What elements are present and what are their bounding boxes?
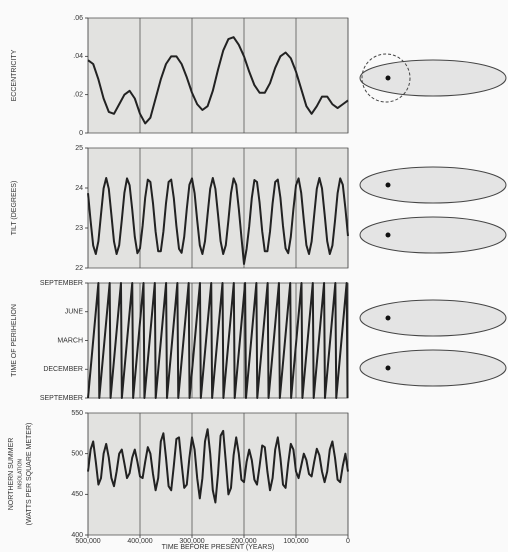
y-tick-label: .04 <box>73 53 83 60</box>
orbit <box>359 166 507 204</box>
y-tick-label: .06 <box>73 15 83 22</box>
orbit <box>359 349 507 387</box>
sun <box>385 232 391 238</box>
y-axis-label: ECCENTRICITY <box>11 49 18 101</box>
y-tick-label: 22 <box>75 265 83 272</box>
y-tick-label: 24 <box>75 185 83 192</box>
y-tick-label: 25 <box>75 145 83 152</box>
orbit-circle <box>361 53 411 103</box>
y-tick-label: 550 <box>71 410 83 417</box>
data-line <box>87 428 349 504</box>
y-tick-label: 400 <box>71 532 83 539</box>
y-tick-label: MARCH <box>57 337 83 344</box>
y-tick-label: .02 <box>73 92 83 99</box>
y-tick-label: DECEMBER <box>43 366 83 373</box>
x-tick-label: 300,000 <box>179 538 204 545</box>
x-tick-label: 0 <box>346 538 350 545</box>
orbit <box>359 299 507 337</box>
y-axis-label: NORTHERN SUMMER <box>8 438 15 511</box>
orbit <box>359 216 507 254</box>
y-tick-label: 450 <box>71 491 83 498</box>
sun <box>385 75 391 81</box>
y-tick-label: JUNE <box>65 309 84 316</box>
sun <box>385 182 391 188</box>
y-axis-label: INSOLATION <box>17 459 23 489</box>
y-tick-label: 0 <box>79 130 83 137</box>
y-tick-label: SEPTEMBER <box>40 280 83 287</box>
sun <box>385 315 391 321</box>
x-tick-label: 200,000 <box>231 538 256 545</box>
y-axis-label: TIME OF PERIHELION <box>11 304 18 377</box>
data-line <box>87 282 349 399</box>
x-axis-label: TIME BEFORE PRESENT (YEARS) <box>162 544 275 551</box>
x-tick-label: 500,000 <box>75 538 100 545</box>
x-tick-label: 400,000 <box>127 538 152 545</box>
plot-area <box>87 17 349 134</box>
orbit <box>359 59 507 97</box>
y-tick-label: SEPTEMBER <box>40 395 83 402</box>
y-tick-label: 23 <box>75 225 83 232</box>
y-axis-label: TILT (DEGREES) <box>11 181 18 236</box>
orbit-diagrams <box>359 53 507 387</box>
data-line <box>87 177 349 265</box>
sun <box>385 365 391 371</box>
x-tick-label: 100,000 <box>283 538 308 545</box>
y-axis-label: (WATTS PER SQUARE METER) <box>26 423 33 526</box>
data-line <box>87 36 349 125</box>
y-tick-label: 500 <box>71 451 83 458</box>
